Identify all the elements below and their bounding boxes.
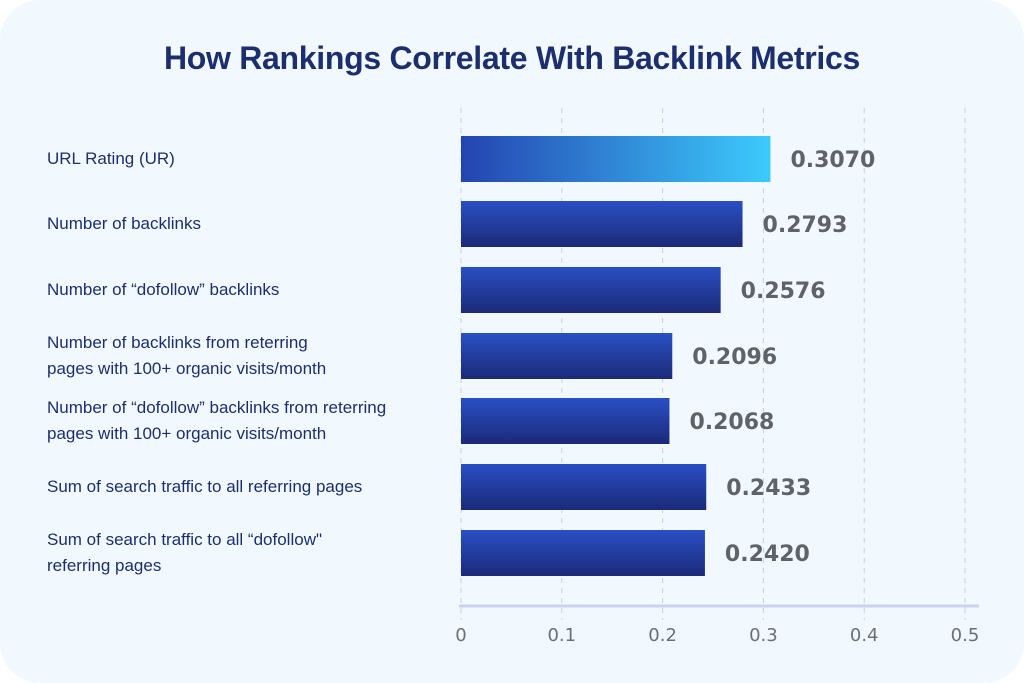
category-label: URL Rating (UR)	[47, 149, 175, 168]
chart-title: How Rankings Correlate With Backlink Met…	[163, 40, 861, 76]
x-tick-label: 0.5	[951, 625, 980, 646]
bar	[461, 464, 707, 510]
x-tick-label: 0	[455, 625, 466, 646]
value-labels: 0.3070 0.2793 0.2576 0.2096 0.2068 0.2433 0.24…	[689, 148, 875, 567]
bar	[461, 136, 771, 182]
x-tick-label: 0.1	[547, 625, 576, 646]
bar-value-label: 0.2793	[763, 213, 848, 238]
category-label: Number of “dofollow” backlinks from rete…	[47, 398, 387, 443]
category-label: Sum of search traffic to all “dofollow" …	[47, 530, 323, 575]
bar-value-label: 0.2576	[741, 279, 826, 304]
bar	[461, 267, 721, 313]
x-tick-label: 0.2	[648, 625, 677, 646]
bars	[461, 136, 771, 576]
bar-value-label: 0.2420	[725, 542, 810, 567]
category-label: Sum of search traffic to all referring p…	[47, 477, 363, 496]
bar	[461, 398, 670, 444]
bar	[461, 333, 673, 379]
bar-value-label: 0.2068	[689, 410, 774, 435]
category-label: Number of backlinks	[47, 214, 202, 233]
bar-value-label: 0.2433	[726, 476, 811, 501]
x-axis: 0 0.1 0.2 0.3 0.4 0.5	[455, 604, 980, 646]
bar	[461, 530, 705, 576]
category-label: Number of “dofollow” backlinks	[47, 280, 280, 299]
x-tick-label: 0.4	[850, 625, 879, 646]
bar-value-label: 0.2096	[692, 345, 777, 370]
x-tick-label: 0.3	[749, 625, 778, 646]
bar	[461, 201, 743, 247]
bar-value-label: 0.3070	[790, 148, 875, 173]
category-label: Number of backlinks from reterring pages…	[47, 333, 327, 378]
